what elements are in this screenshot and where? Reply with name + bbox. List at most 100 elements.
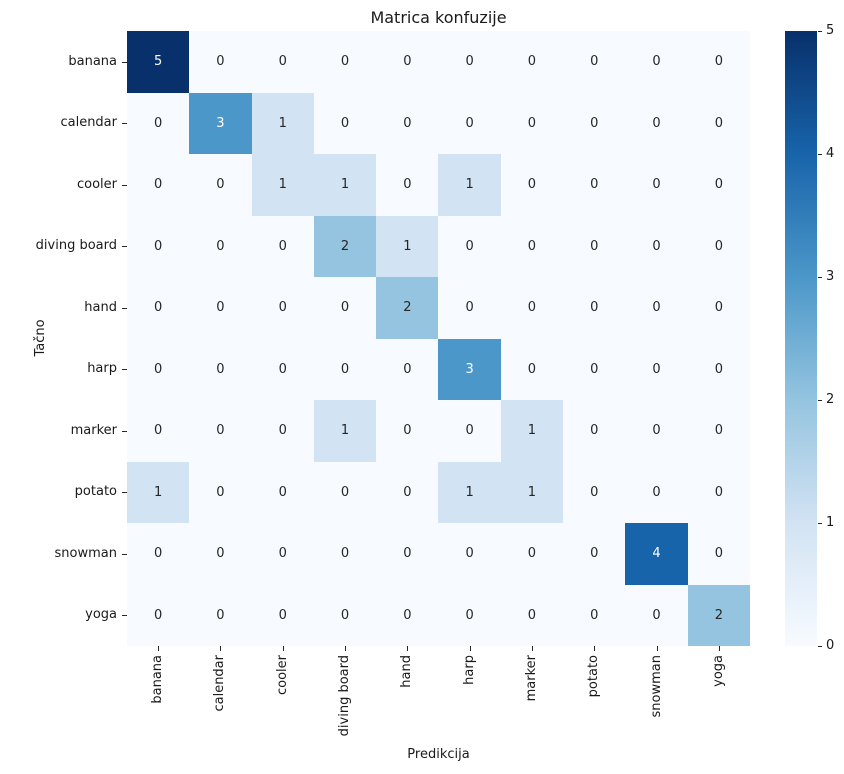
- y-tick-label: snowman: [54, 545, 117, 561]
- colorbar-tick-label: 1: [826, 515, 835, 530]
- x-tick-mark: [594, 646, 596, 651]
- y-tick-label: marker: [70, 422, 117, 438]
- heatmap-cell: 0: [189, 154, 252, 216]
- heatmap-cell: 0: [189, 338, 252, 400]
- x-tick-label: diving board: [337, 655, 353, 737]
- heatmap-cell: 1: [500, 400, 564, 462]
- heatmap-cell: 0: [500, 338, 564, 400]
- colorbar-tick-label: 3: [826, 269, 835, 284]
- heatmap-cell: 0: [438, 215, 501, 277]
- heatmap-cell: 2: [313, 215, 377, 277]
- chart-title: Matrica konfuzije: [370, 8, 507, 27]
- colorbar-tick-mark: [818, 646, 822, 647]
- x-tick-label: yoga: [710, 655, 726, 687]
- heatmap-cell: 0: [563, 277, 626, 339]
- heatmap-cell: 1: [313, 400, 377, 462]
- heatmap-cell: 0: [563, 523, 626, 585]
- x-tick-mark: [469, 646, 471, 651]
- x-tick-label: calendar: [212, 655, 228, 712]
- x-tick-label: hand: [399, 655, 415, 688]
- colorbar-tick-mark: [818, 277, 822, 278]
- heatmap-cell: 0: [625, 584, 688, 646]
- heatmap-cell: 0: [189, 461, 252, 523]
- heatmap-cell: 0: [251, 461, 314, 523]
- x-tick-label: marker: [523, 655, 539, 702]
- y-tick-mark: [122, 307, 127, 309]
- heatmap-cell: 0: [127, 400, 190, 462]
- heatmap-cell: 1: [251, 92, 314, 154]
- heatmap-cell: 0: [127, 92, 190, 154]
- heatmap-cell: 0: [438, 400, 501, 462]
- heatmap-cell: 0: [687, 215, 750, 277]
- heatmap-cell: 0: [687, 277, 750, 339]
- heatmap-cell: 0: [500, 584, 564, 646]
- heatmap-cell: 0: [189, 215, 252, 277]
- heatmap-cell: 0: [563, 154, 626, 216]
- heatmap-cell: 0: [251, 215, 314, 277]
- colorbar-tick-mark: [818, 523, 822, 524]
- heatmap-cell: 0: [438, 92, 501, 154]
- heatmap-cell: 0: [563, 215, 626, 277]
- heatmap-cell: 0: [687, 523, 750, 585]
- heatmap-cell: 0: [189, 584, 252, 646]
- heatmap-cell: 0: [625, 338, 688, 400]
- heatmap-cell: 0: [127, 215, 190, 277]
- y-tick-mark: [122, 430, 127, 432]
- heatmap-cell: 1: [438, 461, 501, 523]
- heatmap-cell: 0: [687, 31, 750, 93]
- x-tick-label: harp: [461, 655, 477, 685]
- heatmap-cell: 0: [500, 523, 564, 585]
- heatmap-cell: 0: [251, 400, 314, 462]
- heatmap-cell: 3: [438, 338, 501, 400]
- y-tick-label: hand: [84, 299, 117, 315]
- y-tick-label: harp: [87, 361, 117, 377]
- x-axis-label: Predikcija: [407, 747, 470, 762]
- y-tick-mark: [122, 246, 127, 248]
- y-tick-mark: [122, 61, 127, 63]
- heatmap-cell: 0: [189, 400, 252, 462]
- x-tick-label: cooler: [274, 655, 290, 696]
- heatmap-cell: 0: [625, 92, 688, 154]
- heatmap-cell: 2: [376, 277, 439, 339]
- heatmap-cell: 0: [625, 215, 688, 277]
- heatmap-cell: 0: [500, 154, 564, 216]
- heatmap-cell: 0: [313, 92, 377, 154]
- heatmap-cell: 5: [127, 31, 190, 93]
- heatmap-cell: 0: [376, 31, 439, 93]
- heatmap-cell: 0: [563, 400, 626, 462]
- heatmap-cell: 3: [189, 92, 252, 154]
- heatmap-cell: 0: [687, 400, 750, 462]
- heatmap-cell: 0: [376, 338, 439, 400]
- heatmap-cell: 0: [127, 523, 190, 585]
- y-tick-mark: [122, 615, 127, 617]
- y-tick-mark: [122, 369, 127, 371]
- x-tick-mark: [718, 646, 720, 651]
- colorbar-tick-label: 5: [826, 23, 835, 38]
- x-tick-mark: [158, 646, 160, 651]
- heatmap-cell: 0: [687, 461, 750, 523]
- y-tick-mark: [122, 184, 127, 186]
- heatmap-cell: 0: [127, 338, 190, 400]
- colorbar-tick-mark: [818, 31, 822, 32]
- heatmap-cell: 0: [687, 92, 750, 154]
- heatmap-cell: 0: [376, 584, 439, 646]
- x-tick-label: potato: [586, 655, 602, 698]
- heatmap-cell: 0: [563, 584, 626, 646]
- y-tick-label: diving board: [35, 238, 117, 254]
- colorbar: [785, 31, 817, 646]
- heatmap-cell: 1: [500, 461, 564, 523]
- heatmap-cell: 0: [438, 584, 501, 646]
- heatmap-cell: 0: [313, 338, 377, 400]
- heatmap-cell: 0: [500, 215, 564, 277]
- x-tick-mark: [656, 646, 658, 651]
- heatmap-cell: 0: [438, 31, 501, 93]
- y-tick-mark: [122, 123, 127, 125]
- heatmap-cell: 0: [563, 92, 626, 154]
- colorbar-tick-mark: [818, 400, 822, 401]
- heatmap-cell: 0: [438, 277, 501, 339]
- heatmap-cell: 0: [376, 400, 439, 462]
- colorbar-tick-label: 2: [826, 392, 835, 407]
- heatmap-cell: 0: [127, 154, 190, 216]
- heatmap-cell: 0: [625, 400, 688, 462]
